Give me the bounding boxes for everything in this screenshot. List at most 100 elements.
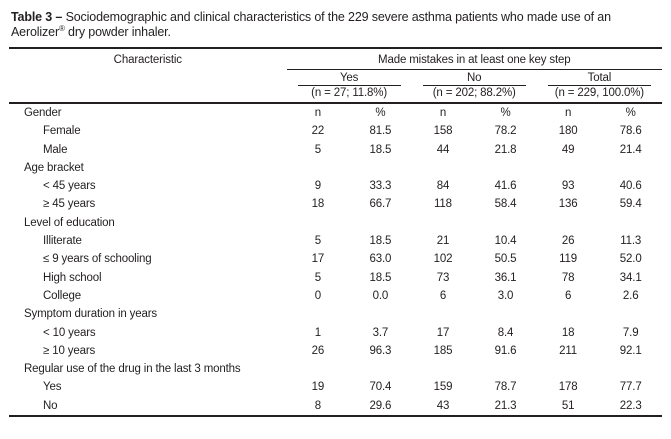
- cell-value: 29.6: [369, 399, 392, 412]
- table-row: Level of education: [9, 214, 662, 232]
- cell-value: 11.3: [620, 235, 642, 248]
- cell-value: [349, 159, 412, 177]
- row-label: Gender: [24, 107, 62, 119]
- cell-value: 159: [433, 381, 453, 394]
- cell-value: %: [375, 107, 386, 119]
- cell-value: n: [439, 107, 447, 119]
- cell-value: 36.1: [494, 271, 517, 284]
- table-row: Regular use of the drug in the last 3 mo…: [9, 360, 662, 378]
- cell-value: 119: [559, 253, 578, 266]
- row-label: Age bracket: [24, 161, 84, 174]
- cell-value: 63.0: [369, 253, 392, 266]
- group-n-no: (n = 202; 88.2%): [411, 86, 537, 104]
- cell-value: 33.3: [369, 180, 392, 193]
- header-row-span: Characteristic Made mistakes in at least…: [9, 48, 662, 104]
- row-label: Regular use of the drug in the last 3 mo…: [24, 363, 241, 376]
- cell-value: 9: [314, 180, 321, 193]
- cell-value: [474, 159, 537, 177]
- table-caption-text: Sociodemographic and clinical characteri…: [11, 10, 611, 39]
- cell-value: 118: [434, 198, 452, 211]
- table-caption-label: Table 3 –: [11, 10, 63, 24]
- cell-value: 136: [558, 198, 578, 211]
- table-row: No 8 29.6 43 21.3 51 22.3: [9, 397, 662, 416]
- cell-value: 17: [311, 253, 325, 266]
- group-n-total: (n = 229, 100.0%): [536, 86, 662, 104]
- cell-value: [474, 305, 537, 323]
- cell-value: [537, 214, 600, 232]
- characteristics-table: Characteristic Made mistakes in at least…: [9, 47, 662, 418]
- cell-value: %: [625, 107, 636, 119]
- cell-value: 84: [436, 180, 450, 193]
- cell-value: 40.6: [619, 180, 642, 193]
- cell-value: [287, 360, 350, 378]
- table-row: < 45 years 9 33.3 84 41.6 93 40.6: [9, 177, 662, 195]
- group-n-yes: (n = 27; 11.8%): [286, 86, 412, 104]
- cell-value: 41.6: [494, 180, 517, 193]
- cell-value: 22.3: [619, 399, 642, 412]
- cell-value: [349, 214, 412, 232]
- cell-value: 1: [314, 326, 321, 339]
- cell-value: 18.5: [369, 271, 392, 284]
- row-label: Female: [43, 125, 81, 138]
- table-row: Symptom duration in years: [9, 305, 662, 323]
- cell-value: 10.4: [494, 235, 517, 248]
- cell-value: 185: [433, 344, 453, 357]
- cell-value: 21: [436, 235, 450, 248]
- cell-value: 158: [433, 125, 453, 138]
- cell-value: 0.0: [372, 289, 389, 302]
- cell-value: [412, 214, 475, 232]
- cell-value: [474, 360, 537, 378]
- row-label: ≥ 10 years: [43, 344, 96, 357]
- row-label: Yes: [43, 381, 62, 394]
- cell-value: 180: [558, 125, 578, 138]
- table-row: Illiterate 5 18.5 21 10.4 26 11.3: [9, 232, 662, 250]
- cell-value: [537, 360, 600, 378]
- span-header: Made mistakes in at least one key step: [286, 48, 662, 70]
- cell-value: [412, 360, 475, 378]
- table-row: ≤ 9 years of schooling 17 63.0 102 50.5 119 52…: [9, 250, 662, 268]
- cell-value: [287, 159, 350, 177]
- cell-value: 78.6: [619, 125, 642, 138]
- cell-value: 6: [564, 289, 572, 302]
- cell-value: 19: [311, 381, 325, 394]
- cell-value: [599, 360, 662, 378]
- cell-value: 178: [558, 381, 578, 394]
- cell-value: n: [314, 107, 321, 119]
- row-label: College: [43, 289, 81, 302]
- cell-value: 96.3: [369, 344, 392, 357]
- group-header-total-label: Total: [547, 72, 651, 86]
- group-header-yes: Yes: [287, 70, 412, 86]
- table-row: College 0 0.0 6 3.0 6 2.6: [9, 287, 662, 305]
- cell-value: 58.4: [494, 198, 517, 211]
- group-header-no: No: [412, 70, 537, 86]
- cell-value: %: [500, 107, 511, 119]
- cell-value: [412, 305, 475, 323]
- cell-value: 2.6: [622, 289, 639, 302]
- registered-trademark-symbol: ®: [58, 23, 65, 33]
- cell-value: 44: [436, 143, 450, 156]
- cell-value: 78: [561, 271, 575, 284]
- table-row: Male 5 18.5 44 21.8 49 21.4: [9, 141, 662, 159]
- cell-value: 52.0: [619, 253, 642, 266]
- cell-value: 5: [314, 271, 321, 284]
- table-row: Yes 19 70.4 159 78.7 178 77.7: [9, 378, 662, 396]
- cell-value: 8.4: [497, 326, 514, 339]
- cell-value: [537, 305, 600, 323]
- row-label: No: [43, 399, 58, 412]
- table-header: Characteristic Made mistakes in at least…: [9, 48, 662, 104]
- table-caption: Table 3 – Sociodemographic and clinical …: [11, 10, 660, 40]
- table-body: Gender n% n% n% Female 22 81.5 158 78.2 180 78.6 Ma…: [9, 103, 662, 416]
- cell-value: [599, 214, 662, 232]
- cell-value: 211: [559, 344, 578, 357]
- table-row: Female 22 81.5 158 78.2 180 78.6: [9, 122, 662, 140]
- cell-value: 78.2: [494, 125, 517, 138]
- cell-value: 77.7: [619, 381, 642, 394]
- cell-value: 3.0: [497, 289, 514, 302]
- cell-value: [349, 360, 412, 378]
- table-caption-text-end: dry powder inhaler.: [64, 25, 171, 39]
- row-label: Level of education: [24, 216, 115, 229]
- cell-value: 78.7: [494, 381, 517, 394]
- group-header-total: Total: [537, 70, 662, 86]
- cell-value: 50.5: [494, 253, 517, 266]
